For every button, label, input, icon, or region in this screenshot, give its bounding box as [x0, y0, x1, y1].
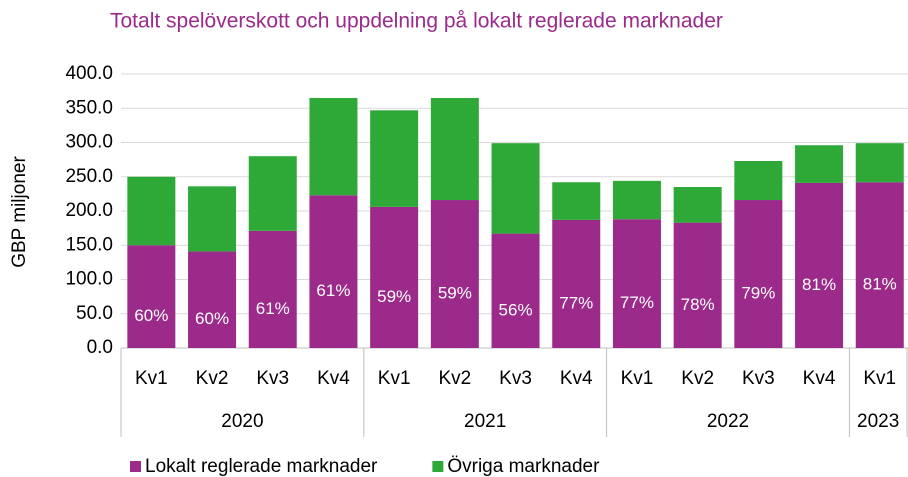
bar-segment: [127, 245, 176, 348]
group-label: 2023: [857, 411, 899, 432]
data-label: 81%: [802, 275, 836, 294]
x-tick-label: Kv2: [438, 368, 471, 389]
bar-segment: [673, 187, 722, 223]
bar-segment: [248, 230, 297, 348]
bar-segment: [370, 206, 419, 348]
y-tick-label: 300.0: [65, 132, 113, 153]
y-tick-label: 400.0: [65, 63, 113, 84]
x-tick-label: Kv4: [317, 368, 350, 389]
bar-segment: [795, 182, 844, 348]
bar-segment: [734, 200, 783, 348]
data-label: 61%: [256, 299, 290, 318]
legend-label: Lokalt reglerade marknader: [145, 456, 378, 477]
legend-label: Övriga marknader: [447, 456, 600, 477]
x-tick-label: Kv2: [681, 368, 714, 389]
bar-segment: [127, 176, 176, 246]
bar-segment: [673, 222, 722, 348]
y-tick-label: 50.0: [76, 303, 113, 324]
x-tick-label: Kv3: [256, 368, 289, 389]
data-label: 77%: [620, 293, 654, 312]
chart-title: Totalt spelöverskott och uppdelning på l…: [110, 10, 723, 33]
bar-segment: [491, 143, 540, 234]
bar-segment: [309, 195, 358, 348]
x-tick-label: Kv2: [196, 368, 229, 389]
y-axis-label: GBP miljoner: [9, 156, 30, 268]
bar-segment: [612, 180, 661, 220]
data-label: 78%: [681, 295, 715, 314]
x-tick-label: Kv1: [863, 368, 896, 389]
y-tick-label: 0.0: [87, 337, 113, 358]
x-tick-label: Kv3: [499, 368, 532, 389]
group-label: 2020: [221, 411, 263, 432]
data-label: 59%: [377, 287, 411, 306]
data-label: 61%: [316, 281, 350, 300]
x-tick-label: Kv1: [621, 368, 654, 389]
x-tick-label: Kv1: [135, 368, 168, 389]
y-tick-label: 100.0: [65, 269, 113, 290]
bar-segment: [795, 145, 844, 183]
legend-swatch: [432, 461, 444, 472]
bar-segment: [855, 143, 904, 183]
y-tick-label: 150.0: [65, 234, 113, 255]
bar-segment: [248, 156, 297, 231]
bar-segment: [552, 219, 601, 348]
bar-segment: [734, 160, 783, 201]
data-label: 81%: [863, 275, 897, 294]
y-tick-label: 200.0: [65, 200, 113, 221]
data-label: 59%: [438, 284, 472, 303]
data-label: 60%: [195, 309, 229, 328]
x-tick-label: Kv4: [560, 368, 593, 389]
bar-segment: [309, 97, 358, 196]
bar-segment: [188, 251, 237, 348]
data-label: 79%: [741, 284, 775, 303]
bar-segment: [491, 233, 540, 348]
y-tick-label: 350.0: [65, 97, 113, 118]
y-tick-label: 250.0: [65, 166, 113, 187]
bar-segment: [552, 182, 601, 220]
data-label: 60%: [134, 306, 168, 325]
bar-segment: [612, 219, 661, 348]
bar-segment: [430, 97, 479, 201]
x-tick-label: Kv1: [378, 368, 411, 389]
bar-segment: [370, 110, 419, 207]
bar-segment: [430, 200, 479, 348]
legend-swatch: [130, 461, 141, 472]
bar-segment: [855, 182, 904, 348]
data-label: 56%: [499, 300, 533, 319]
x-tick-label: Kv4: [803, 368, 836, 389]
group-label: 2022: [707, 411, 749, 432]
data-label: 77%: [559, 293, 593, 312]
x-tick-label: Kv3: [742, 368, 775, 389]
group-label: 2021: [464, 411, 506, 432]
bar-segment: [188, 186, 237, 252]
